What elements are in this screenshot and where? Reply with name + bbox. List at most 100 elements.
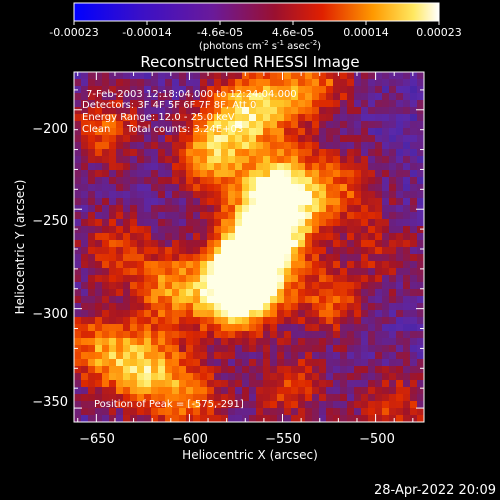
heatmap-cell (368, 142, 376, 150)
heatmap-cell (256, 303, 264, 311)
heatmap-cell (186, 296, 194, 304)
heatmap-cell (200, 387, 208, 395)
heatmap-cell (130, 170, 138, 178)
heatmap-cell (158, 282, 166, 290)
heatmap-cell (130, 177, 138, 185)
heatmap-cell (158, 345, 166, 353)
heatmap-cell (396, 247, 404, 255)
heatmap-cell (326, 359, 334, 367)
heatmap-cell (389, 121, 397, 129)
heatmap-cell (144, 352, 152, 360)
heatmap-cell (361, 191, 369, 199)
heatmap-cell (207, 331, 215, 339)
heatmap-cell (417, 359, 425, 367)
heatmap-cell (186, 366, 194, 374)
heatmap-cell (298, 359, 306, 367)
heatmap-cell (151, 184, 159, 192)
heatmap-cell (130, 345, 138, 353)
heatmap-cell (396, 114, 404, 122)
heatmap-cell (179, 72, 187, 80)
heatmap-cell (102, 345, 110, 353)
heatmap-cell (312, 184, 320, 192)
heatmap-cell (137, 198, 145, 206)
heatmap-cell (221, 324, 229, 332)
heatmap-cell (151, 149, 159, 157)
heatmap-cell (263, 100, 271, 108)
heatmap-cell (109, 415, 117, 423)
heatmap-cell (263, 261, 271, 269)
heatmap-cell (207, 338, 215, 346)
heatmap-cell (256, 289, 264, 297)
heatmap-cell (403, 86, 411, 94)
heatmap-cell (291, 198, 299, 206)
heatmap-cell (305, 79, 313, 87)
heatmap-cell (305, 317, 313, 325)
heatmap-cell (221, 142, 229, 150)
heatmap-cell (81, 72, 89, 80)
heatmap-cell (382, 163, 390, 171)
heatmap-cell (193, 156, 201, 164)
heatmap-cell (326, 191, 334, 199)
heatmap-cell (116, 415, 124, 423)
heatmap-cell (193, 79, 201, 87)
heatmap-cell (228, 331, 236, 339)
heatmap-cell (256, 275, 264, 283)
heatmap-cell (123, 282, 131, 290)
heatmap-cell (116, 149, 124, 157)
heatmap-cell (410, 233, 418, 241)
heatmap-cell (382, 394, 390, 402)
heatmap-cell (263, 184, 271, 192)
heatmap-cell (81, 135, 89, 143)
heatmap-cell (354, 247, 362, 255)
heatmap-cell (284, 324, 292, 332)
heatmap-cell (305, 247, 313, 255)
heatmap-cell (284, 366, 292, 374)
heatmap-cell (137, 184, 145, 192)
heatmap-cell (214, 72, 222, 80)
heatmap-cell (396, 415, 404, 423)
heatmap-cell (165, 282, 173, 290)
heatmap-cell (95, 359, 103, 367)
colorbar-ticks (74, 21, 439, 25)
heatmap-cell (158, 324, 166, 332)
heatmap-cell (382, 121, 390, 129)
heatmap-cell (403, 261, 411, 269)
heatmap-cell (186, 352, 194, 360)
heatmap-cell (144, 380, 152, 388)
heatmap-cell (109, 156, 117, 164)
heatmap-cell (74, 240, 82, 248)
heatmap-cell (368, 212, 376, 220)
heatmap-cell (151, 233, 159, 241)
heatmap-cell (333, 163, 341, 171)
heatmap-cell (354, 380, 362, 388)
heatmap-cell (312, 394, 320, 402)
heatmap-cell (375, 268, 383, 276)
heatmap-cell (193, 317, 201, 325)
heatmap-cell (354, 121, 362, 129)
heatmap-cell (347, 233, 355, 241)
heatmap-cell (375, 170, 383, 178)
heatmap-cell (95, 345, 103, 353)
heatmap-cell (396, 254, 404, 262)
heatmap-cell (172, 352, 180, 360)
heatmap-cell (291, 72, 299, 80)
colorbar-tick-label: 4.6e-05 (272, 26, 314, 39)
heatmap-cell (284, 177, 292, 185)
heatmap-cell (249, 212, 257, 220)
heatmap-cell (403, 149, 411, 157)
heatmap-cell (74, 296, 82, 304)
heatmap-cell (326, 86, 334, 94)
heatmap-cell (368, 296, 376, 304)
heatmap-cell (368, 163, 376, 171)
heatmap-cell (270, 261, 278, 269)
heatmap-cell (200, 317, 208, 325)
heatmap-cell (375, 373, 383, 381)
heatmap-cell (256, 163, 264, 171)
heatmap-cell (88, 359, 96, 367)
heatmap-cell (123, 226, 131, 234)
heatmap-cell (347, 86, 355, 94)
heatmap-cell (165, 219, 173, 227)
heatmap-cell (109, 247, 117, 255)
heatmap-cell (214, 142, 222, 150)
heatmap-cell (382, 212, 390, 220)
